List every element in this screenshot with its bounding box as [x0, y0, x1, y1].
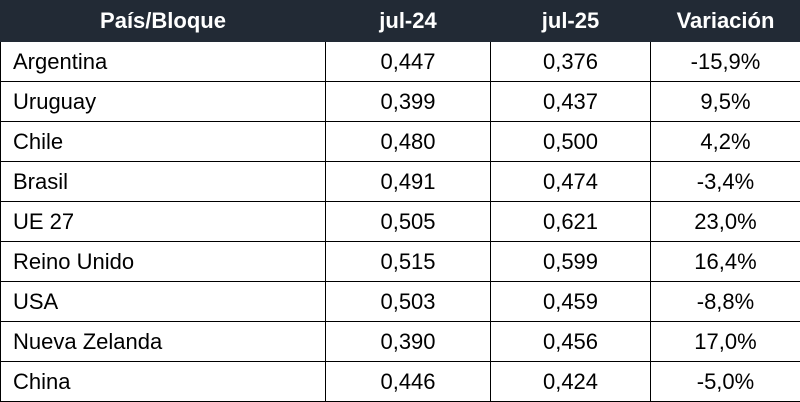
header-cell: jul-24 — [326, 1, 491, 42]
country-cell: Argentina — [1, 42, 326, 82]
value-cell: 0,447 — [326, 42, 491, 82]
value-cell: 0,376 — [491, 42, 651, 82]
value-cell: 0,459 — [491, 282, 651, 322]
header-cell: País/Bloque — [1, 1, 326, 42]
value-cell: 0,505 — [326, 202, 491, 242]
value-cell: 23,0% — [651, 202, 800, 242]
value-cell: -8,8% — [651, 282, 800, 322]
country-cell: UE 27 — [1, 202, 326, 242]
value-cell: 0,474 — [491, 162, 651, 202]
country-cell: China — [1, 362, 326, 402]
value-cell: -5,0% — [651, 362, 800, 402]
country-cell: USA — [1, 282, 326, 322]
value-cell: 0,456 — [491, 322, 651, 362]
country-cell: Chile — [1, 122, 326, 162]
value-cell: 0,500 — [491, 122, 651, 162]
value-cell: 0,515 — [326, 242, 491, 282]
value-cell: 0,503 — [326, 282, 491, 322]
value-cell: 17,0% — [651, 322, 800, 362]
header-cell: Variación — [651, 1, 800, 42]
value-cell: 0,599 — [491, 242, 651, 282]
value-cell: -15,9% — [651, 42, 800, 82]
value-cell: 0,390 — [326, 322, 491, 362]
value-cell: 0,621 — [491, 202, 651, 242]
country-cell: Reino Unido — [1, 242, 326, 282]
value-cell: 0,480 — [326, 122, 491, 162]
value-cell: 9,5% — [651, 82, 800, 122]
value-cell: 0,491 — [326, 162, 491, 202]
value-cell: 16,4% — [651, 242, 800, 282]
value-cell: 0,399 — [326, 82, 491, 122]
value-cell: 0,424 — [491, 362, 651, 402]
country-cell: Uruguay — [1, 82, 326, 122]
value-cell: 0,437 — [491, 82, 651, 122]
value-cell: -3,4% — [651, 162, 800, 202]
country-cell: Brasil — [1, 162, 326, 202]
value-cell: 0,446 — [326, 362, 491, 402]
country-cell: Nueva Zelanda — [1, 322, 326, 362]
header-cell: jul-25 — [491, 1, 651, 42]
value-cell: 4,2% — [651, 122, 800, 162]
